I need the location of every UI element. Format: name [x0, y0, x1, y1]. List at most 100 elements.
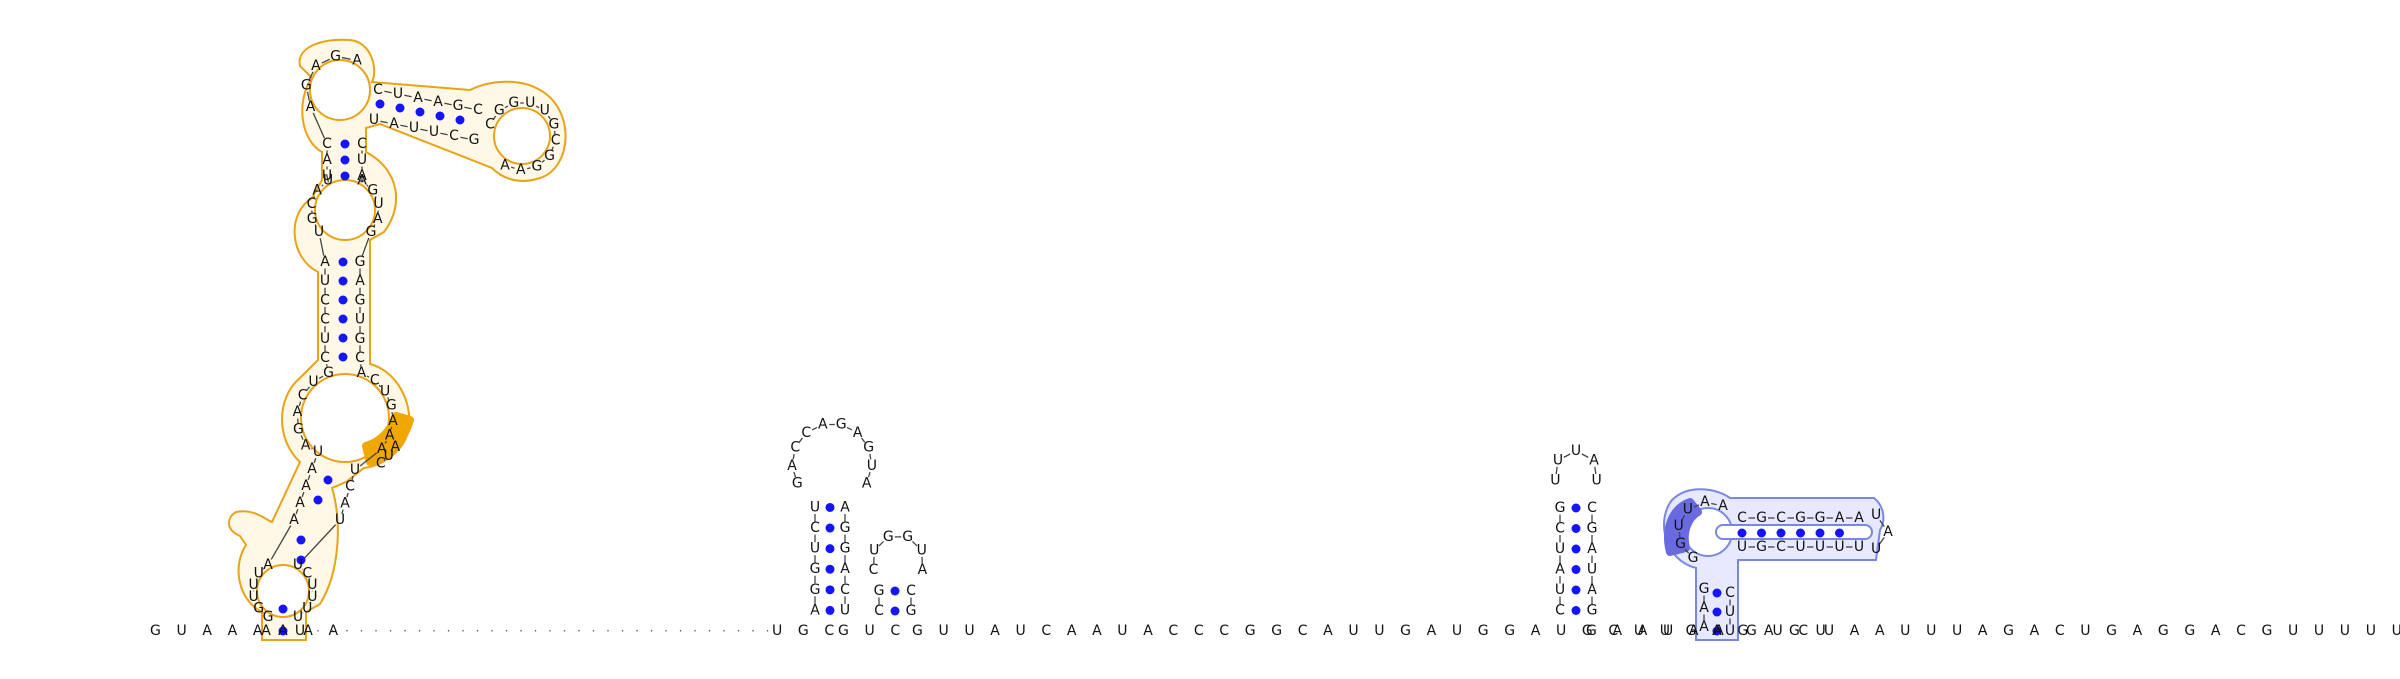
middle-sequence: G A A U A A	[1586, 623, 1729, 639]
hairpin1-loop-nucleotide: A	[862, 475, 872, 491]
base-pair-dot	[323, 475, 333, 485]
base-pair-dot	[340, 171, 350, 181]
backbone-bond	[341, 56, 351, 60]
blue-arm-nucleotide: A	[1854, 510, 1864, 526]
gold-right-strand-nucleotide: A	[377, 441, 387, 457]
base-pair-dot	[435, 111, 445, 121]
gold-right-strand-nucleotide: C	[370, 372, 380, 388]
hairpin2-loop-nucleotide: U	[917, 542, 927, 558]
gold-left-strand-nucleotide: C	[322, 136, 332, 152]
unpaired-gap-mark: ·	[766, 624, 770, 638]
base-pair-dot	[338, 295, 348, 305]
base-pair-dot	[1835, 528, 1844, 538]
blue-loop-nucleotide: U	[1683, 502, 1693, 518]
hairpin2-loop-nucleotide: C	[869, 562, 879, 578]
hairpin2-stem-nucleotide: G	[906, 603, 917, 619]
backbone-bond	[846, 426, 853, 431]
gold-left-strand-nucleotide: A	[322, 152, 332, 168]
blue-arm-nucleotide: A	[1835, 510, 1845, 526]
gold-left-strand-nucleotide: C	[298, 387, 308, 403]
base-pair-dot	[1712, 588, 1722, 598]
blue-stem-nucleotide: A	[1699, 619, 1709, 635]
backbone-bond	[793, 471, 797, 478]
backbone-bond	[424, 98, 432, 102]
hairpin1-stem-nucleotide: U	[810, 541, 820, 557]
gold-left-strand-nucleotide: U	[320, 331, 330, 347]
gold-highlight-nucleotide: U	[384, 448, 394, 464]
blue-highlighted-domain	[1663, 488, 1885, 641]
backbone-bond	[359, 452, 378, 467]
gold-upper-arm-nucleotide: G	[469, 132, 480, 148]
base-pair-dot	[1737, 528, 1747, 538]
hairpin3-stem-nucleotide: A	[1587, 541, 1597, 557]
backbone-bond	[504, 105, 509, 109]
unpaired-gap-mark: ·	[505, 624, 509, 638]
gold-left-strand-nucleotide: U	[308, 374, 318, 390]
gold-left-strand-nucleotide: A	[301, 438, 311, 454]
hairpin1-stem-nucleotide: G	[840, 541, 851, 557]
gold-left-strand-nucleotide: A	[263, 557, 273, 573]
backbone-bond	[321, 184, 324, 187]
blue-highlight-segment	[1664, 498, 1702, 556]
unpaired-gap-mark: ·	[490, 624, 494, 638]
base-pair-dot	[313, 495, 323, 505]
base-pair-dot	[338, 352, 348, 362]
gold-loop-hole	[493, 107, 551, 165]
base-pair-dot	[338, 257, 348, 267]
backbone-bond	[869, 453, 872, 460]
hairpin3-loop-nucleotide: A	[1589, 452, 1599, 468]
backbone-bond	[444, 102, 452, 106]
gold-left-strand-nucleotide: G	[301, 78, 312, 94]
hairpin1-stem-nucleotide: A	[810, 602, 820, 618]
gold-loop-hole	[256, 564, 310, 618]
base-pair-dot	[415, 107, 425, 117]
gold-right-strand-nucleotide: A	[388, 413, 398, 429]
gold-left-strand-nucleotide: G	[253, 601, 264, 617]
base-pair-dot	[825, 523, 835, 533]
gold-left-strand-nucleotide: U	[313, 444, 323, 460]
hairpin1-stem-nucleotide: C	[810, 520, 820, 536]
base-pair-dot	[1776, 528, 1786, 538]
gold-left-strand-nucleotide: U	[322, 168, 332, 184]
hairpin3-loop-nucleotide: U	[1553, 452, 1563, 468]
unpaired-gap-mark: ·	[548, 624, 552, 638]
base-pair-dot	[1712, 607, 1722, 617]
gold-left-strand-nucleotide: A	[352, 53, 362, 69]
gold-upper-loop-nucleotide: U	[540, 103, 550, 119]
gold-left-strand-nucleotide: A	[295, 495, 305, 511]
gold-upper-arm-nucleotide: A	[413, 90, 423, 106]
blue-loop-nucleotide: U	[1674, 518, 1684, 534]
backbone-bond	[547, 115, 551, 120]
unpaired-gap-mark: ·	[432, 624, 436, 638]
gold-highlight-segment	[362, 412, 414, 466]
hairpin3-stem-nucleotide: G	[1587, 521, 1598, 537]
blue-arm-nucleotide: G	[1795, 510, 1806, 526]
backbone-bond	[366, 375, 370, 378]
gold-upper-arm-nucleotide: C	[373, 82, 383, 98]
right-tail-sequence: G U C U A A U U U A G A C U G A G G A C …	[1746, 623, 2400, 639]
gold-right-strand-nucleotide: A	[340, 495, 350, 511]
base-pair-dot	[825, 502, 835, 512]
blue-arm-nucleotide: G	[1756, 510, 1767, 526]
backbone-bond	[366, 184, 369, 187]
blue-stem-nucleotide: C	[1725, 585, 1735, 601]
unpaired-gap-mark: ·	[418, 624, 422, 638]
base-pair-dot	[278, 604, 288, 614]
backbone-bond	[380, 120, 388, 124]
gold-upper-loop-nucleotide: G	[508, 95, 519, 111]
gold-left-strand-nucleotide: G	[263, 609, 274, 625]
blue-arm-nucleotide: U	[1854, 539, 1864, 555]
gold-right-strand-nucleotide: G	[366, 224, 377, 240]
hairpin1-loop-nucleotide: A	[787, 458, 797, 474]
gold-upper-loop-nucleotide: G	[531, 159, 542, 175]
gold-right-strand-nucleotide: U	[293, 557, 303, 573]
base-pair-dot	[1571, 503, 1581, 513]
gold-right-strand-nucleotide: A	[385, 428, 395, 444]
backbone-bond	[300, 435, 304, 440]
gold-right-strand-nucleotide: G	[355, 331, 366, 347]
backbone-bond	[378, 384, 382, 388]
backbone-bond	[314, 224, 317, 227]
gold-right-strand-nucleotide: A	[355, 273, 365, 289]
blue-loop-nucleotide: G	[1675, 536, 1686, 552]
gold-left-strand-nucleotide: U	[314, 224, 324, 240]
